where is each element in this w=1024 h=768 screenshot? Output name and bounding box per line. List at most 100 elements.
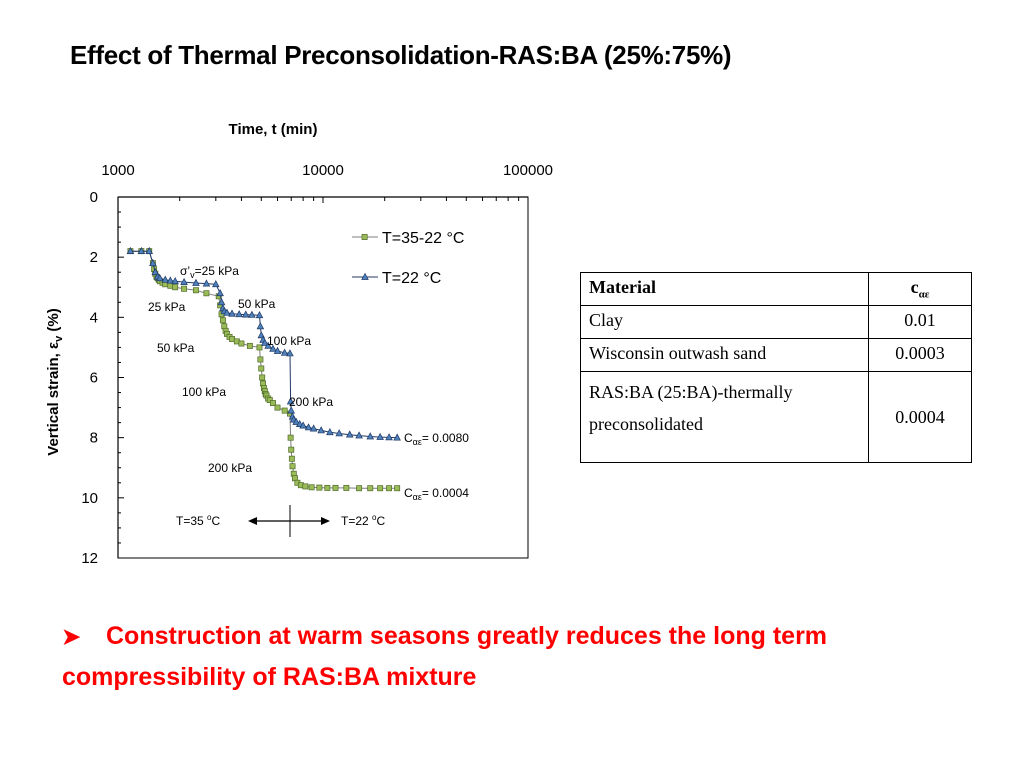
x-tick-label: 1000	[101, 162, 134, 179]
data-point-square	[181, 285, 188, 292]
data-point-triangle	[241, 310, 250, 318]
y-axis-title: Vertical strain, εv (%)	[45, 308, 65, 455]
data-point-triangle	[216, 289, 224, 297]
legend-label: T=35-22 °C	[382, 230, 464, 247]
data-point-triangle	[248, 310, 256, 318]
annotation-label: Cαε= 0.0080	[404, 431, 469, 447]
annotation-label: T=35 oC	[176, 513, 220, 528]
data-point-square	[289, 463, 296, 470]
annotation-label: 50 kPa	[238, 297, 276, 311]
annotation-label: Cαε= 0.0004	[404, 486, 469, 502]
table-cell-value: 0.0003	[868, 337, 972, 372]
data-point-triangle	[273, 346, 282, 354]
table-row: RAS:BA (25:BA)-thermally preconsolidated…	[580, 370, 972, 463]
annotation-label: 25 kPa	[148, 300, 186, 314]
table-cell-material: RAS:BA (25:BA)-thermally preconsolidated	[580, 370, 869, 463]
data-point-square	[367, 485, 374, 492]
data-point-triangle	[280, 348, 289, 356]
data-point-square	[172, 284, 179, 291]
annotation-label: 200 kPa	[289, 395, 333, 409]
data-point-square	[258, 365, 265, 372]
data-point-square	[316, 484, 323, 491]
table-cell-material: Clay	[580, 304, 869, 339]
table-row: Clay 0.01	[580, 304, 972, 339]
data-point-square	[386, 485, 393, 492]
data-point-triangle	[223, 308, 231, 316]
x-tick-label: 10000	[302, 162, 344, 179]
data-point-square	[257, 356, 264, 363]
data-point-triangle	[376, 432, 384, 440]
data-point-triangle	[309, 424, 318, 432]
data-point-triangle	[192, 278, 200, 286]
table-header-material: Material	[580, 272, 869, 306]
data-point-triangle	[228, 309, 236, 317]
data-point-triangle	[393, 433, 401, 441]
arrow-head-right	[321, 517, 330, 525]
table-header-row: Material cαε	[580, 272, 972, 306]
legend-marker-triangle	[361, 272, 369, 280]
data-point-triangle	[149, 258, 157, 267]
data-point-square	[266, 397, 273, 404]
data-point-square	[192, 287, 199, 294]
data-point-triangle	[202, 279, 211, 287]
slide-title: Effect of Thermal Preconsolidation-RAS:B…	[70, 40, 732, 70]
arrow-head-left	[248, 517, 257, 525]
table-header-coefficient: cαε	[868, 272, 972, 306]
annotation-label: T=22 oC	[341, 513, 385, 528]
y-tick-label: 8	[90, 430, 98, 447]
data-point-triangle	[145, 246, 154, 254]
annotation-label: 200 kPa	[208, 461, 252, 475]
data-point-square	[238, 340, 245, 347]
data-point-square	[256, 344, 263, 351]
data-point-triangle	[385, 433, 393, 441]
consolidation-chart: 1000 10000 100000 Time, t (min) 0 2 4 6 8 10 12 Ver…	[45, 121, 553, 567]
data-point-square	[302, 483, 309, 490]
data-point-square	[377, 485, 384, 492]
data-point-triangle	[287, 406, 296, 414]
data-point-square	[394, 485, 401, 492]
y-tick-label: 2	[90, 249, 98, 266]
data-point-triangle	[304, 423, 313, 431]
data-point-triangle	[256, 322, 265, 330]
data-point-triangle	[212, 279, 220, 288]
data-point-square	[332, 484, 339, 491]
data-point-square	[259, 374, 266, 381]
data-point-triangle	[171, 276, 179, 285]
annotation-label: σ’v=25 kPa	[180, 264, 239, 280]
data-point-triangle	[235, 310, 243, 318]
table-cell-value: 0.01	[868, 304, 972, 339]
coefficient-table: Material cαε Clay 0.01 Wisconsin outwash…	[580, 272, 972, 463]
table-row: Wisconsin outwash sand 0.0003	[580, 337, 972, 372]
data-point-triangle	[317, 426, 325, 434]
data-point-square	[288, 446, 295, 453]
data-point-square	[270, 400, 276, 407]
data-point-square	[356, 485, 363, 492]
data-point-triangle	[151, 267, 160, 276]
data-point-triangle	[335, 429, 344, 437]
y-tick-label: 10	[81, 490, 98, 507]
data-point-triangle	[345, 430, 354, 438]
y-tick-label: 4	[90, 309, 98, 326]
conclusion-text: Construction at warm seasons greatly red…	[62, 622, 828, 691]
conclusion-bullet: ➤ Construction at warm seasons greatly re…	[62, 616, 912, 697]
data-point-square	[287, 434, 294, 441]
legend-label: T=22 °C	[382, 270, 441, 287]
x-axis-title: Time, t (min)	[229, 121, 318, 138]
data-point-square	[246, 342, 253, 349]
table-cell-material: Wisconsin outwash sand	[580, 337, 869, 372]
data-point-triangle	[326, 428, 334, 436]
plot-border	[117, 196, 529, 559]
data-point-triangle	[366, 432, 375, 440]
data-point-triangle	[264, 341, 272, 349]
data-point-triangle	[269, 344, 277, 352]
data-point-triangle	[255, 310, 264, 319]
data-point-triangle	[166, 276, 175, 284]
data-point-square	[229, 336, 235, 342]
data-point-triangle	[286, 397, 295, 405]
data-point-square	[343, 484, 350, 491]
table-cell-value: 0.0004	[868, 370, 972, 463]
legend-marker-square	[361, 234, 368, 240]
data-point-triangle	[299, 421, 307, 429]
data-point-square	[281, 407, 288, 414]
x-tick-label: 100000	[503, 162, 553, 179]
